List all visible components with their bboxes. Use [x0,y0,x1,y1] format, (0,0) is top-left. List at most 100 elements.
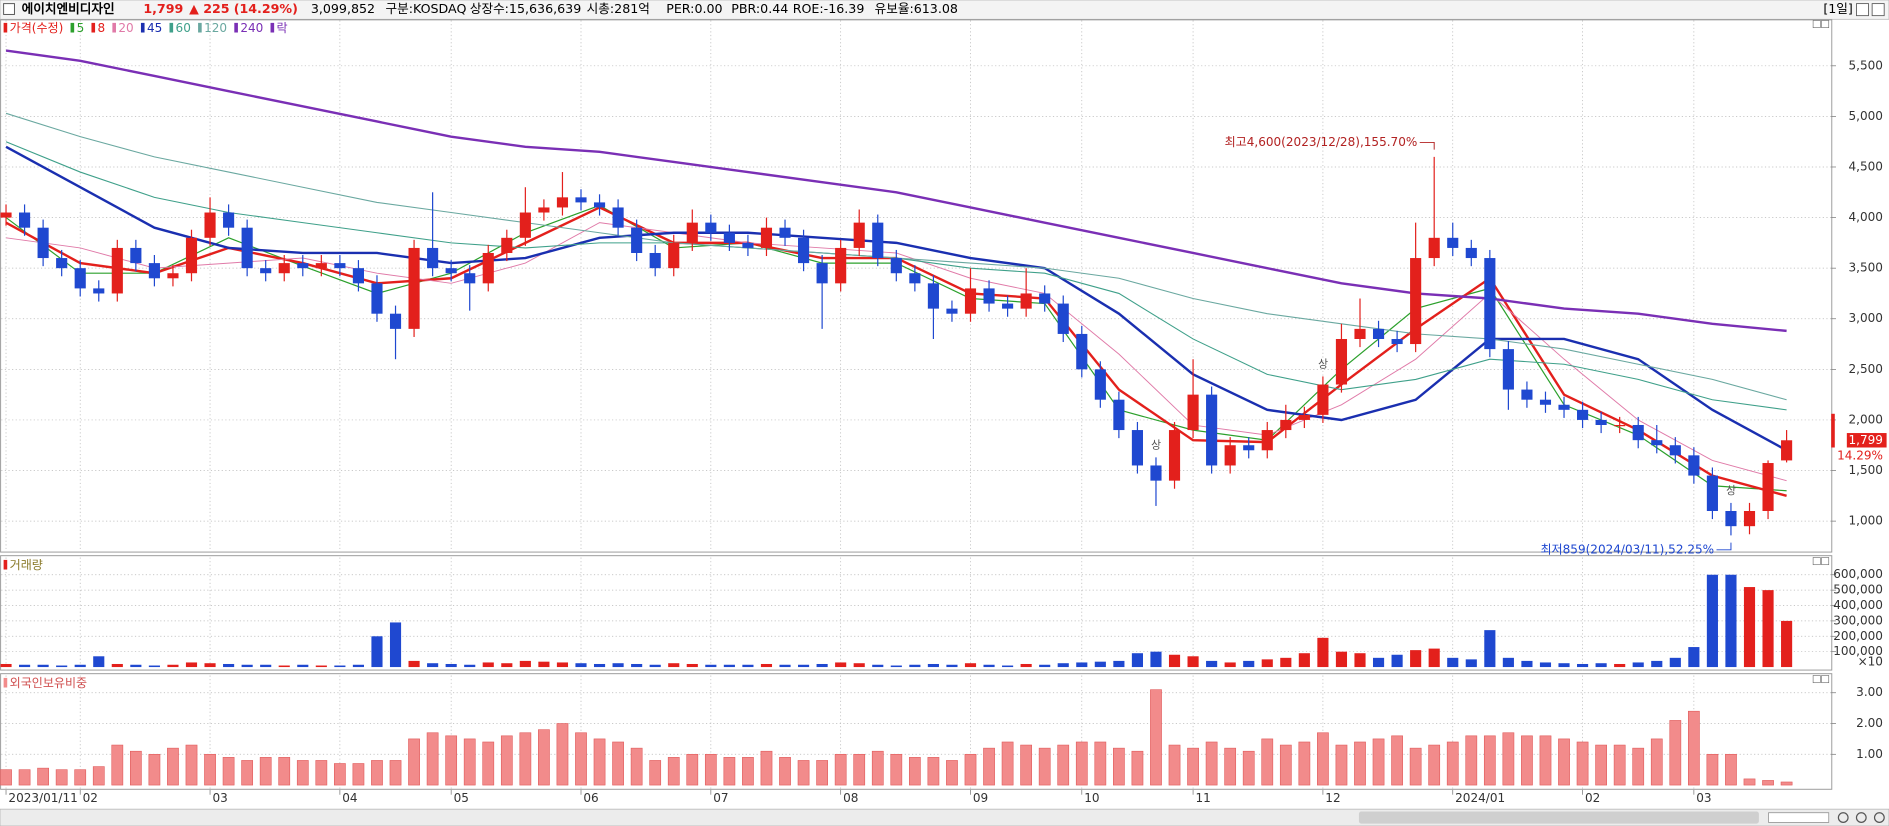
annotation-arrow [1716,542,1732,551]
checkbox[interactable] [3,3,15,15]
volume-pane [0,555,1833,671]
candle-body [111,247,123,294]
legend-label: 락 [277,21,288,35]
candle-body [1243,445,1255,451]
bar [519,660,531,668]
bar [352,763,365,786]
pane-button[interactable] [1821,675,1830,684]
zoom-out[interactable] [1837,812,1849,823]
bar [1150,689,1162,786]
x-tick-label: 12 [1325,791,1340,805]
period[interactable]: [1일] [1823,1,1853,16]
candle-body [1020,293,1032,309]
bar [1391,654,1403,668]
candle-body [1743,510,1756,527]
bar [760,750,773,786]
bar [946,760,958,786]
candle-body [445,268,457,274]
bar [408,738,420,786]
candle-body [204,212,216,238]
annotation-arrow [1419,141,1435,150]
bar [1150,651,1162,668]
bar [612,741,624,786]
candle-body [1447,237,1459,248]
bar [1168,654,1181,668]
bar [704,753,717,786]
current-price-box [1846,433,1887,448]
price-pane [0,19,1833,553]
bar [556,723,569,786]
bar [223,663,235,668]
bar [742,757,754,786]
bar [148,665,160,668]
zoom-slider[interactable] [1768,812,1830,823]
bar [1057,663,1069,668]
bar [1131,653,1143,668]
unit-label: ×10 [1858,655,1883,669]
candle-body [1669,445,1681,456]
bar [1372,657,1385,668]
bar [686,753,699,786]
candle-body [427,247,439,269]
scroll-thumb[interactable] [1358,811,1759,824]
bar [612,663,624,668]
bar [1224,747,1237,786]
y-tick-label: 5,500 [1849,58,1883,72]
candle-body [890,258,902,274]
y-tick-label: 600,000 [1833,567,1883,581]
change: ▲ 225 [189,1,229,16]
close-button[interactable] [1871,3,1885,17]
y-tick-label: 400,000 [1833,598,1883,612]
candle-body [1688,455,1700,476]
bar [1280,657,1292,668]
candle-body [501,237,513,253]
maximize-button[interactable] [1856,3,1869,17]
candle-body [723,232,735,243]
bar [705,664,717,668]
legend-label: 5 [77,21,85,35]
candle-body [1057,303,1069,334]
candle-body [779,227,791,238]
candle-body [1614,424,1626,427]
bar [556,662,569,668]
bar [593,738,606,786]
pane-button[interactable] [1821,557,1830,566]
y-tick-label: 2.00 [1856,716,1883,730]
candle-body [185,237,198,274]
bar [371,636,383,668]
candle-body [1187,394,1199,431]
pane-button[interactable] [1812,675,1821,684]
x-tick-label: 11 [1195,791,1210,805]
bar [334,665,346,668]
bar [55,769,68,786]
bar [1706,574,1718,668]
y-tick-label: 1.00 [1856,747,1883,761]
bar [1187,747,1199,786]
y-tick-label: 500,000 [1833,583,1883,597]
bar [983,664,995,668]
y-tick-label: 100,000 [1833,644,1883,658]
bar [1781,620,1793,668]
legend-label: 45 [147,21,162,35]
candle-body [1372,328,1385,339]
current-price: 1,799 [1849,433,1883,447]
candle-body [983,288,995,304]
bar [1261,738,1274,786]
zoom-reset[interactable] [1873,812,1885,823]
y-tick-label: 3,000 [1849,311,1883,325]
candle-body [946,308,958,314]
bar [1317,732,1329,786]
bar [501,663,513,668]
bar [389,622,402,668]
pane-button[interactable] [1821,20,1830,28]
zoom-in[interactable] [1855,812,1867,823]
bar [1298,653,1310,668]
x-tick-label: 06 [583,791,598,805]
shares: 상장수:15,636,639 [470,1,581,16]
x-tick-label: 09 [973,791,988,805]
pane-button[interactable] [1812,557,1821,566]
candle-body [482,252,494,284]
candle-body [927,283,939,309]
pane-button[interactable] [1812,20,1821,28]
